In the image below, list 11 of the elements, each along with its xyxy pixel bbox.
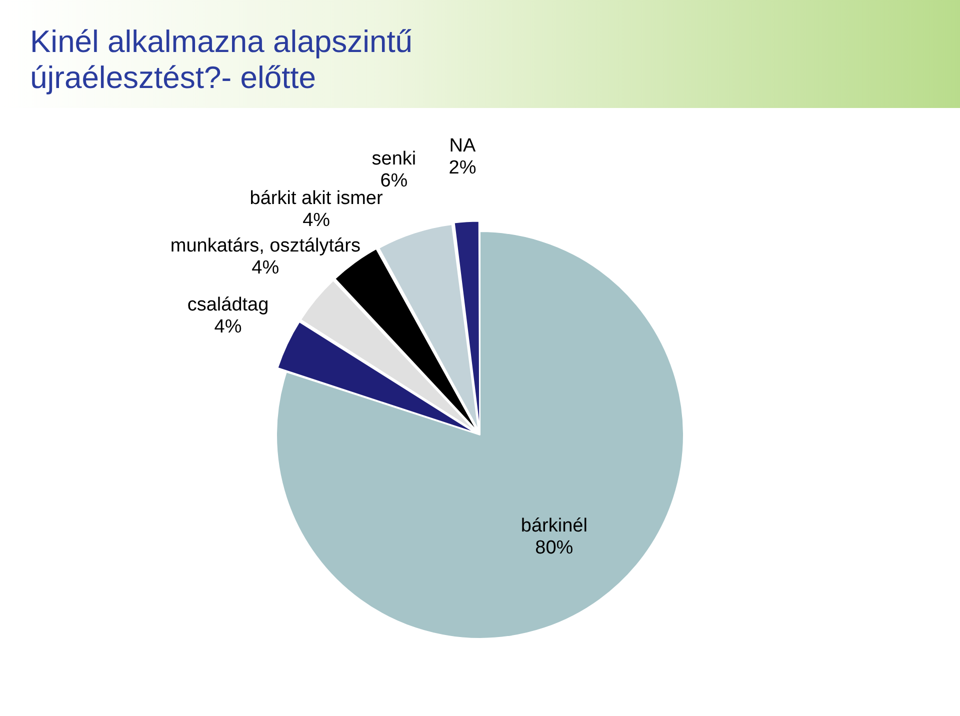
- data-label: 2%: [448, 157, 476, 178]
- slice-label: munkatárs, osztálytárs: [170, 236, 360, 257]
- slice-label: senki: [372, 148, 416, 170]
- data-label: 4%: [214, 316, 242, 338]
- chart-title: Kinél alkalmazna alapszintű újraélesztést?- előtte: [30, 24, 414, 96]
- data-label: 4%: [302, 210, 330, 231]
- slice-label: bárkinél: [520, 515, 588, 536]
- slice-label: NA: [449, 135, 476, 156]
- slice-label: családtag: [187, 294, 269, 316]
- data-label: 4%: [252, 258, 280, 279]
- data-label: 80%: [535, 537, 574, 558]
